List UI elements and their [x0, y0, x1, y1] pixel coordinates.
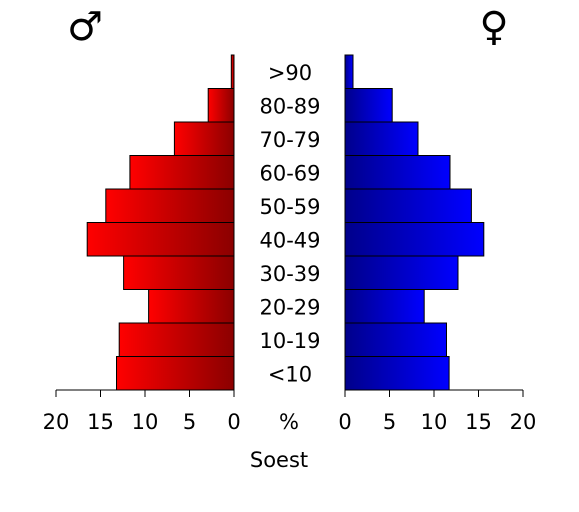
male-axis-tick-label-1: 15 [87, 410, 114, 434]
female-bar-1 [344, 322, 447, 357]
percent-unit-label: % [279, 410, 299, 434]
age-group-label-0: <10 [268, 362, 312, 386]
female-x-axis: 0 5 10 15 20 [338, 389, 537, 434]
age-group-label-6: 60-69 [259, 161, 320, 185]
male-axis-tick-label-0: 20 [43, 410, 70, 434]
female-bar-4 [344, 222, 485, 257]
male-bar-0 [116, 356, 235, 391]
male-bar-2 [148, 289, 235, 324]
female-bar-5 [344, 188, 472, 223]
age-group-label-9: >90 [268, 61, 312, 85]
male-series [86, 54, 235, 391]
male-bar-3 [123, 255, 235, 290]
male-bar-4 [86, 222, 235, 257]
female-bar-6 [344, 155, 451, 190]
male-bar-6 [129, 155, 235, 190]
male-x-axis: 20 15 10 5 0 [43, 389, 241, 434]
age-group-label-2: 20-29 [259, 295, 320, 319]
female-axis-tick-label-0: 0 [338, 410, 351, 434]
male-bar-1 [118, 322, 235, 357]
male-bar-5 [105, 188, 235, 223]
male-axis-tick-label-4: 0 [227, 410, 240, 434]
female-bar-7 [344, 121, 419, 156]
male-axis-tick-label-3: 5 [183, 410, 196, 434]
age-group-label-3: 30-39 [259, 262, 320, 286]
male-symbol-label: ♂ [67, 4, 103, 50]
female-axis-tick-label-3: 15 [465, 410, 492, 434]
x-axis-title: Soest [250, 448, 308, 472]
male-bar-7 [173, 121, 235, 156]
female-series [344, 54, 485, 391]
age-group-labels: <10 10-19 20-29 30-39 40-49 50-59 60-69 70-79 80… [259, 61, 320, 386]
age-group-label-4: 40-49 [259, 228, 320, 252]
male-bar-8 [207, 88, 235, 123]
age-group-label-7: 70-79 [259, 128, 320, 152]
female-bar-8 [344, 88, 393, 123]
female-bar-3 [344, 255, 459, 290]
female-axis-tick-label-2: 10 [421, 410, 448, 434]
female-axis-tick-label-4: 20 [510, 410, 537, 434]
female-bar-0 [344, 356, 450, 391]
male-bar-9 [230, 54, 235, 89]
female-bar-9 [344, 54, 354, 89]
age-group-label-8: 80-89 [259, 94, 320, 118]
female-bar-2 [344, 289, 425, 324]
female-axis-tick-label-1: 5 [383, 410, 396, 434]
age-group-label-5: 50-59 [259, 195, 320, 219]
female-symbol-label: ♀ [479, 4, 508, 50]
age-group-label-1: 10-19 [259, 329, 320, 353]
male-axis-tick-label-2: 10 [132, 410, 159, 434]
